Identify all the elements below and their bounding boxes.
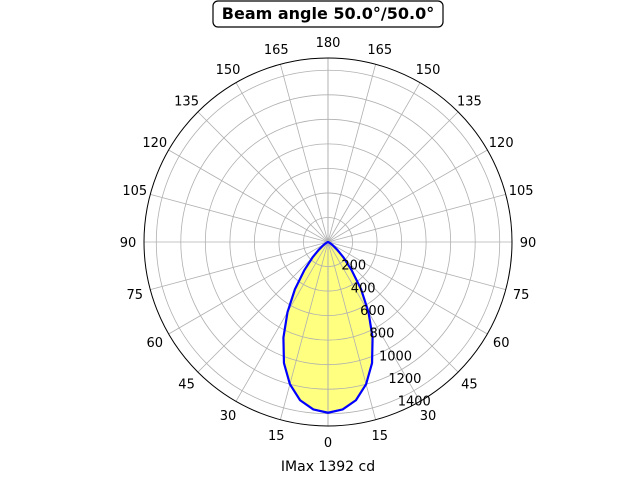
angular-gridline-135-left bbox=[197, 111, 329, 243]
title-box bbox=[212, 0, 444, 28]
angular-gridline-15-left bbox=[279, 241, 329, 420]
angle-tick-label-90-right: 90 bbox=[520, 236, 537, 251]
angular-gridline-30-right bbox=[327, 241, 421, 402]
x-axis-label: IMax 1392 cd bbox=[281, 459, 375, 475]
angular-gridline-135-right bbox=[327, 111, 459, 243]
angular-gridline-15-right bbox=[327, 241, 377, 420]
angle-tick-label-90-left: 90 bbox=[120, 236, 137, 251]
angle-tick-label-15-right: 15 bbox=[371, 429, 388, 444]
angular-gridline-165-left bbox=[279, 64, 329, 243]
angle-tick-label-30-left: 30 bbox=[220, 409, 237, 424]
angle-tick-label-135-right: 135 bbox=[457, 95, 482, 110]
angular-gridline-75-right bbox=[327, 241, 506, 291]
angular-gridline-105-right bbox=[327, 193, 506, 243]
angle-tick-label-105-right: 105 bbox=[509, 184, 534, 199]
angle-tick-label-150-left: 150 bbox=[216, 63, 241, 78]
angular-gridline-45-right bbox=[327, 241, 459, 373]
angle-tick-label-0: 0 bbox=[324, 436, 332, 451]
polar-frame bbox=[143, 57, 513, 427]
frame-layer bbox=[143, 57, 513, 427]
angle-tick-label-120-left: 120 bbox=[142, 136, 167, 151]
angle-tick-label-60-right: 60 bbox=[493, 336, 510, 351]
angular-gridline-165-right bbox=[327, 64, 377, 243]
angular-gridline-150-right bbox=[327, 82, 421, 243]
radial-tick-label-800: 800 bbox=[370, 327, 395, 342]
angle-tick-label-75-right: 75 bbox=[513, 288, 530, 303]
angular-gridline-30-left bbox=[235, 241, 329, 402]
angular-gridline-105-left bbox=[150, 193, 329, 243]
angular-gridline-120-right bbox=[327, 149, 488, 243]
angle-tick-label-120-right: 120 bbox=[489, 136, 514, 151]
radial-tick-label-1000: 1000 bbox=[379, 349, 412, 364]
angle-tick-label-180: 180 bbox=[316, 36, 341, 51]
radial-tick-label-600: 600 bbox=[360, 304, 385, 319]
angle-tick-label-45-right: 45 bbox=[461, 377, 478, 392]
radial-tick-label-1200: 1200 bbox=[388, 372, 421, 387]
curve-layer bbox=[282, 240, 374, 414]
angle-tick-label-15-left: 15 bbox=[268, 429, 285, 444]
angular-gridline-45-left bbox=[197, 241, 329, 373]
angular-gridline-120-left bbox=[168, 149, 329, 243]
intensity-curve bbox=[282, 240, 374, 414]
angle-tick-label-165-left: 165 bbox=[264, 43, 289, 58]
label-layer: 0 15 15 30 30 45 45 60 60 75 75 90 90 105 105 120 120 135… bbox=[120, 36, 537, 451]
chart-title: Beam angle 50.0°/50.0° bbox=[222, 4, 434, 23]
angle-tick-label-60-left: 60 bbox=[147, 336, 164, 351]
angle-tick-label-150-right: 150 bbox=[416, 63, 441, 78]
title-group: Beam angle 50.0°/50.0° bbox=[212, 0, 444, 28]
angular-gridline-60-right bbox=[327, 241, 488, 335]
angle-tick-label-135-left: 135 bbox=[174, 95, 199, 110]
angle-tick-label-105-left: 105 bbox=[122, 184, 147, 199]
radial-tick-label-1400: 1400 bbox=[398, 395, 431, 410]
angular-gridline-150-left bbox=[235, 82, 329, 243]
radial-tick-label-400: 400 bbox=[351, 281, 376, 296]
radial-tick-label-200: 200 bbox=[341, 259, 366, 274]
angle-tick-label-30-right: 30 bbox=[420, 409, 437, 424]
angular-gridline-60-left bbox=[168, 241, 329, 335]
angular-gridline-75-left bbox=[150, 241, 329, 291]
grid-layer bbox=[144, 58, 512, 426]
angle-tick-label-75-left: 75 bbox=[127, 288, 144, 303]
angle-tick-label-45-left: 45 bbox=[178, 377, 195, 392]
angle-tick-label-165-right: 165 bbox=[367, 43, 392, 58]
